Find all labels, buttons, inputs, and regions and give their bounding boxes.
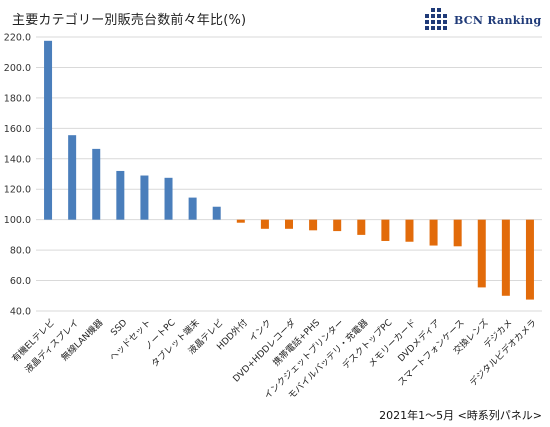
grid-lines [36, 36, 542, 312]
x-category-label: ヘッドセット [108, 317, 154, 363]
x-category-label: 有機ELテレビ [9, 317, 57, 365]
bar [333, 219, 342, 232]
bar [164, 177, 173, 220]
bar [453, 219, 462, 247]
period-note: 2021年1〜5月 <時系列パネル> [379, 409, 542, 422]
bars [44, 40, 534, 300]
bar [357, 219, 366, 235]
y-tick-label: 140.0 [4, 154, 31, 165]
y-tick-label: 60.0 [10, 276, 31, 287]
y-tick-label: 180.0 [4, 93, 31, 104]
bar [116, 170, 125, 220]
bar [477, 219, 486, 288]
bar [260, 219, 269, 229]
bar [381, 219, 390, 241]
y-tick-label: 200.0 [4, 63, 31, 74]
bar [405, 219, 414, 242]
bar [309, 219, 318, 231]
bcn-logo: BCN Ranking [425, 8, 541, 32]
y-tick-label: 160.0 [4, 124, 31, 135]
bar [429, 219, 438, 246]
bar [188, 197, 197, 220]
bar [501, 219, 510, 296]
y-axis-ticks: 40.0 60.0 80.0 100.0 120.0 140.0 160.0 180.0 200… [4, 33, 31, 318]
bar [212, 206, 221, 220]
bar [140, 175, 149, 220]
y-tick-label: 120.0 [4, 185, 31, 196]
bar [92, 148, 101, 220]
y-tick-label: 100.0 [4, 215, 31, 226]
bar [68, 135, 77, 220]
y-tick-label: 220.0 [4, 33, 31, 44]
x-category-label: SSD [109, 318, 129, 338]
logo-grid-icon [425, 8, 447, 30]
y-tick-label: 40.0 [10, 307, 31, 318]
bar [525, 219, 534, 300]
bar [236, 219, 245, 223]
bar [285, 219, 293, 229]
logo-text: BCN Ranking [454, 13, 542, 27]
y-tick-label: 80.0 [10, 246, 31, 257]
chart-title: 主要カテゴリー別販売台数前々年比(%) [12, 13, 247, 28]
bar [44, 40, 53, 220]
